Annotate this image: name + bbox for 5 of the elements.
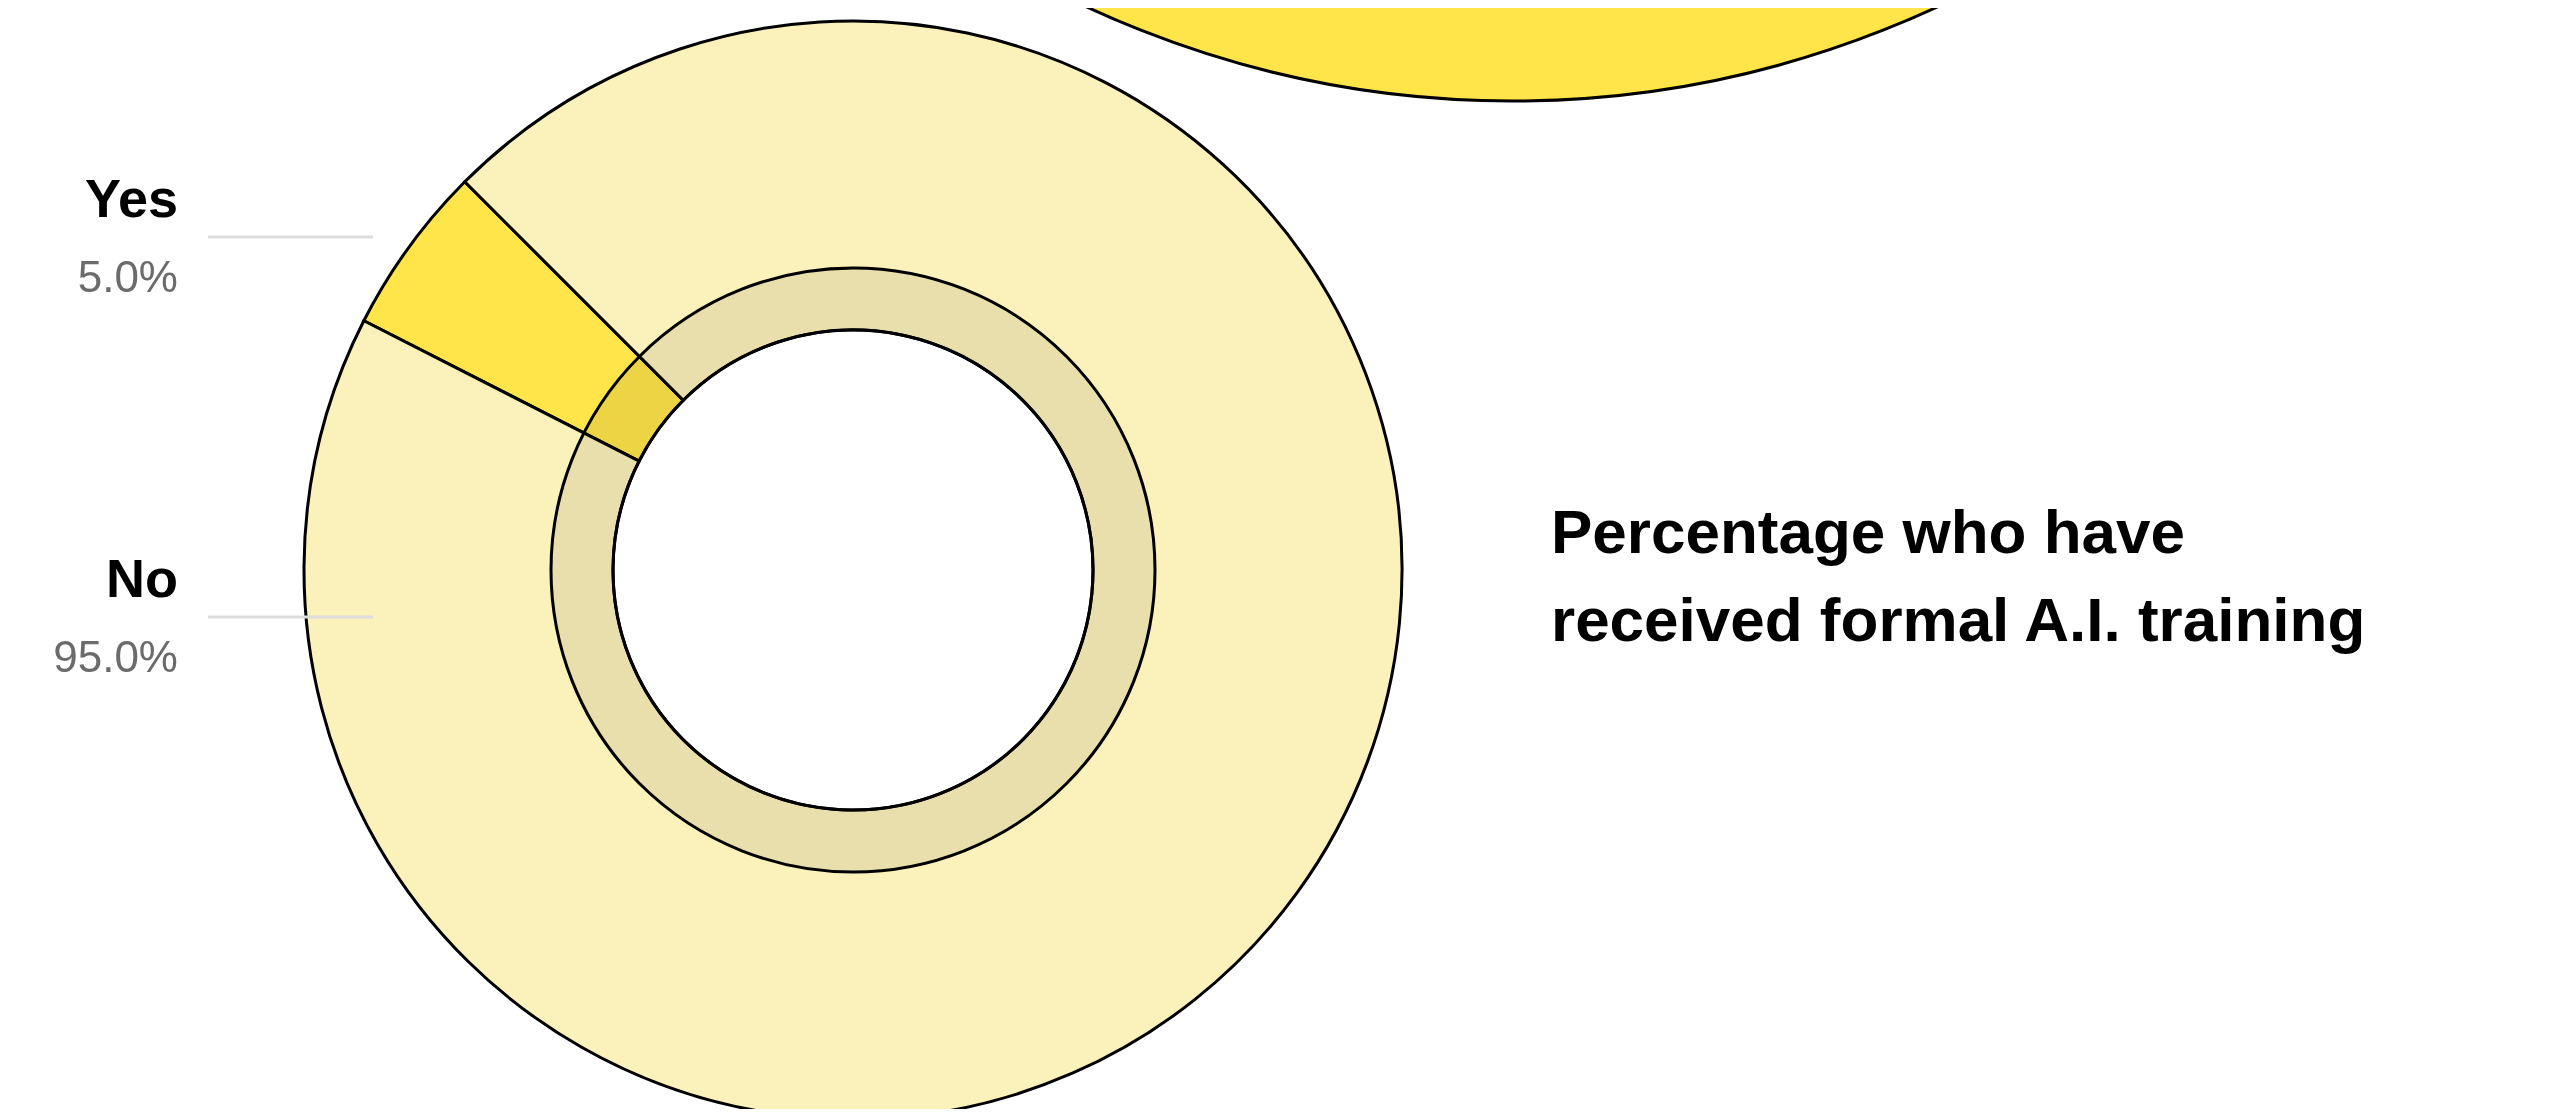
data-label: 5.0% bbox=[77, 252, 178, 301]
data-label: 95.0% bbox=[53, 632, 178, 681]
slice-label: Yes bbox=[84, 168, 178, 228]
text: Percentage who have received formal A.I. training bbox=[1551, 497, 2366, 654]
slice-label: No bbox=[106, 548, 178, 608]
